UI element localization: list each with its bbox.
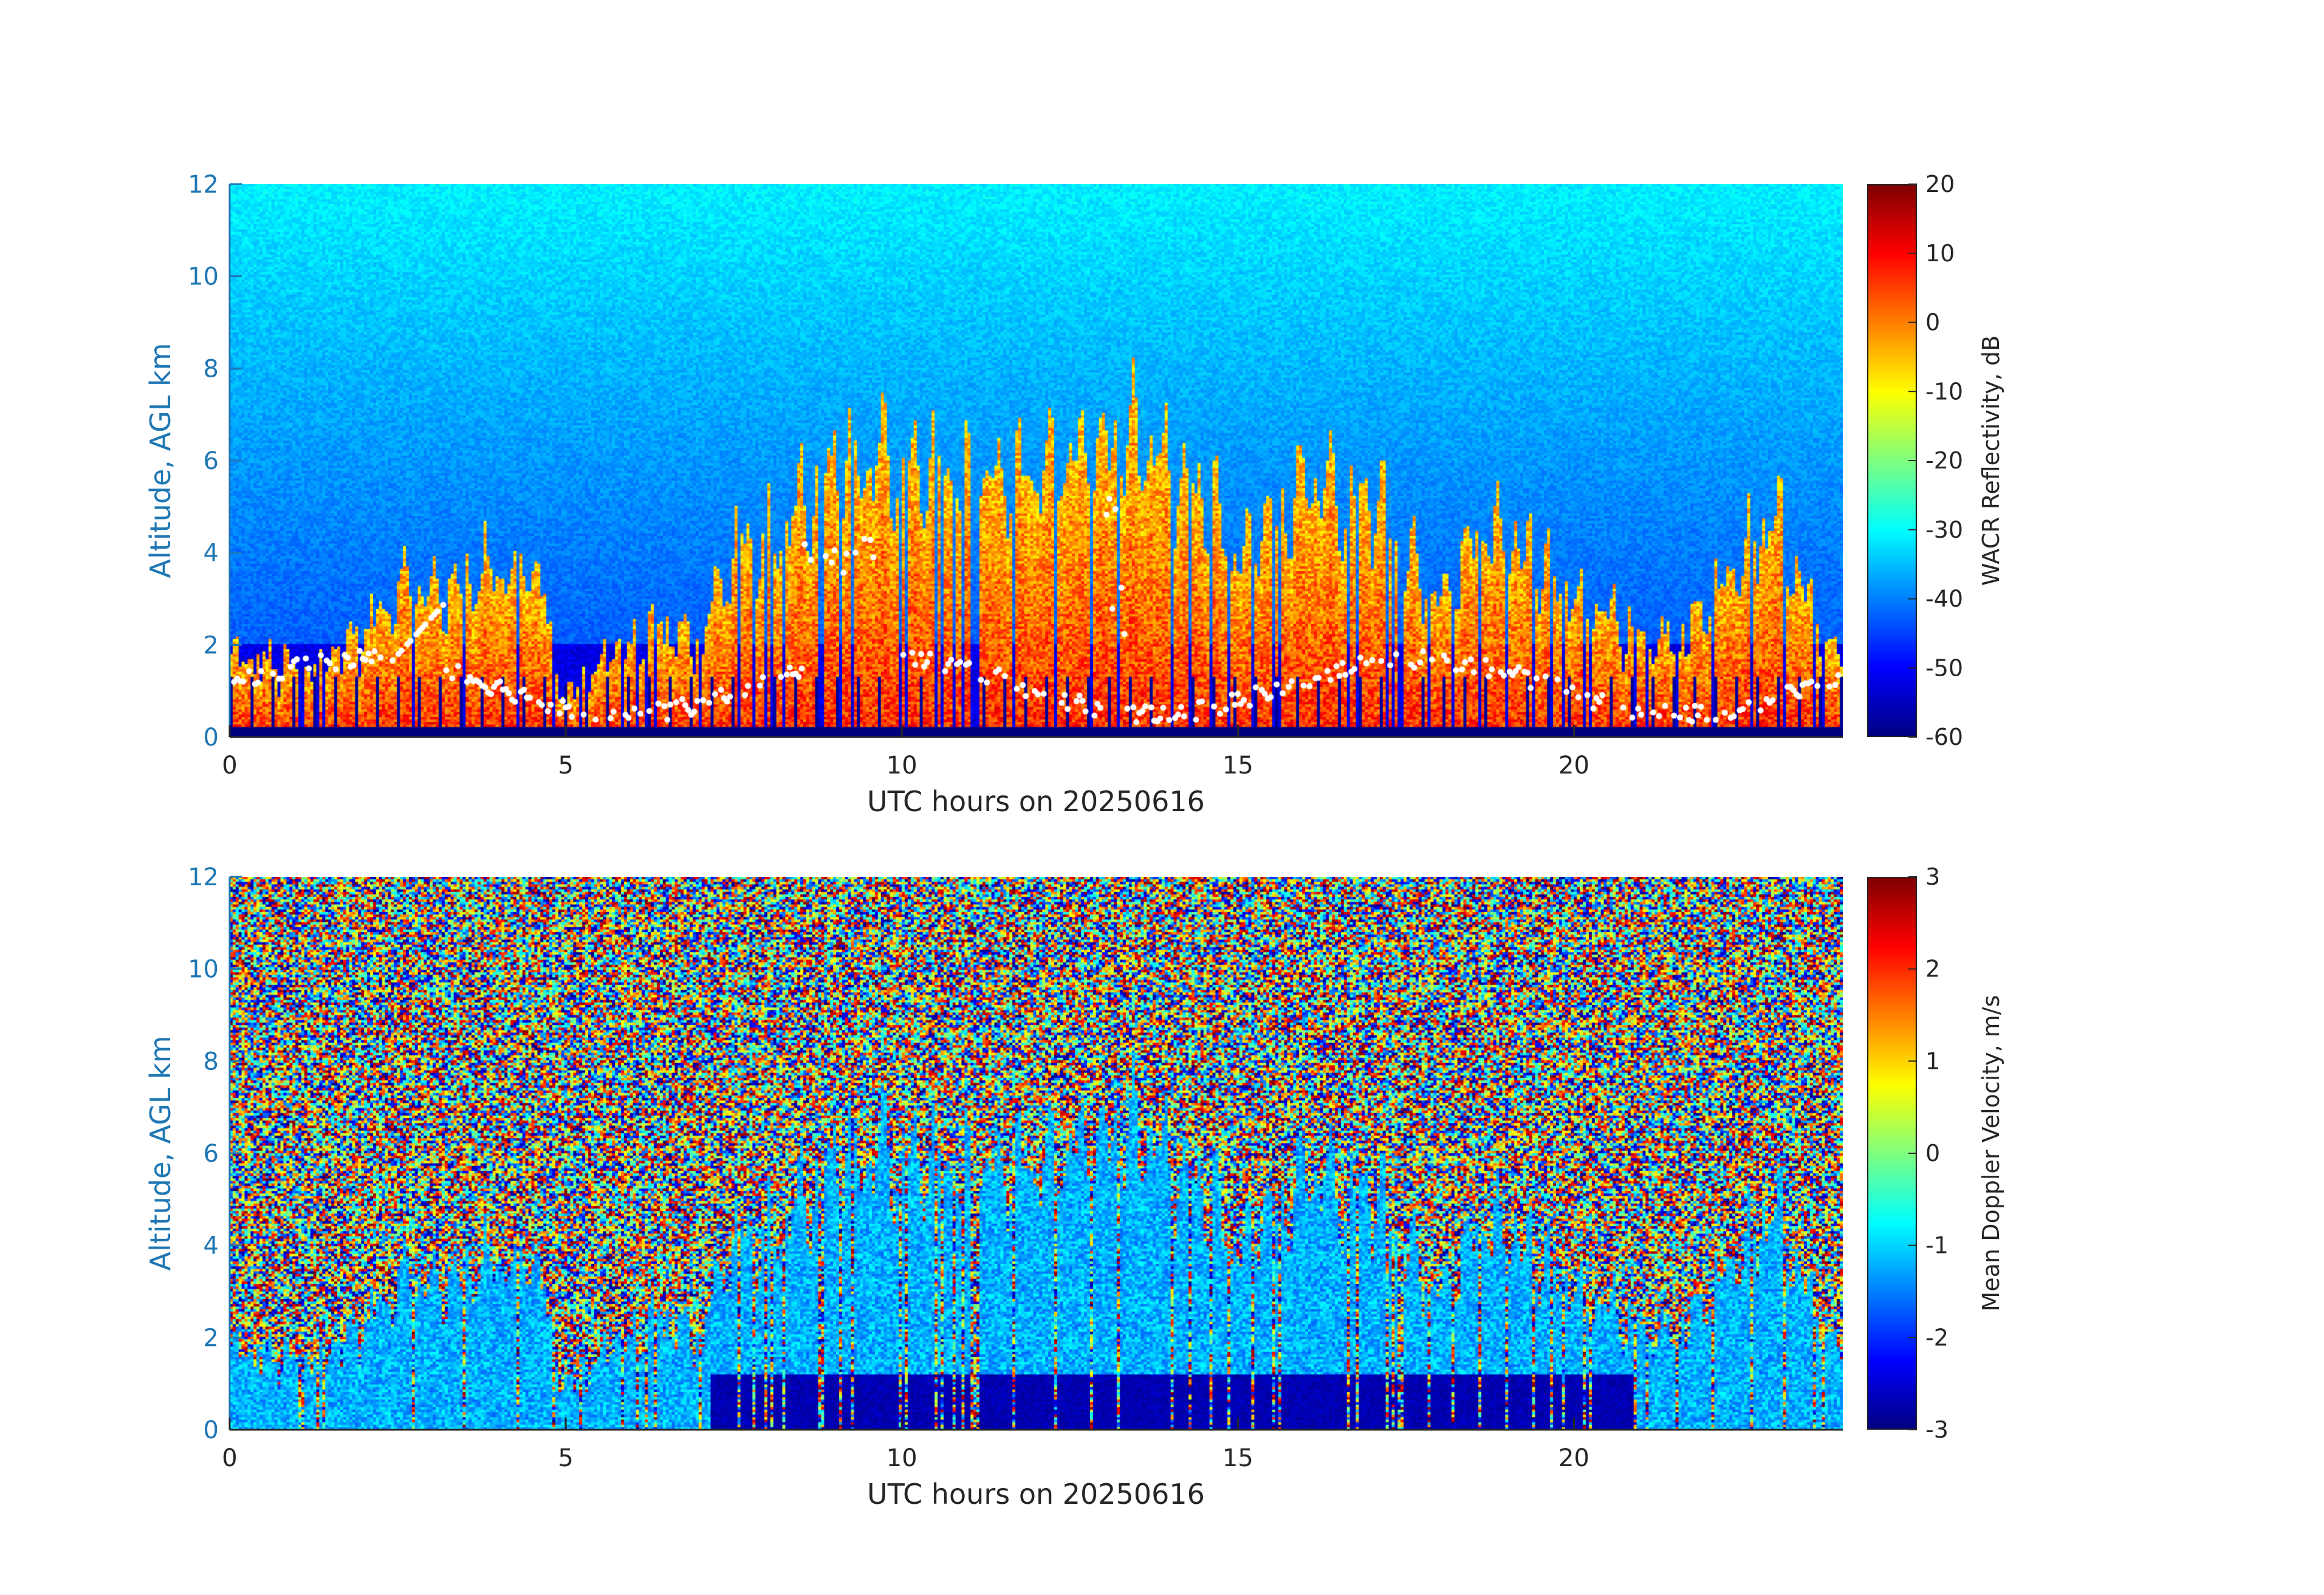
reflectivity-colorbar-label: WACR Reflectivity, dB <box>1978 335 2004 586</box>
colorbar-tick-label: -50 <box>1925 654 1963 681</box>
x-tick-label: 0 <box>222 752 237 780</box>
colorbar-tick-label: 0 <box>1925 309 1940 336</box>
doppler-velocity-panel: Altitude, AGL km UTC hours on 20250616 M… <box>144 863 2004 1511</box>
doppler-velocity-colorbar-label: Mean Doppler Velocity, m/s <box>1978 995 2004 1312</box>
reflectivity-y-ticks: 0 2 4 6 8 10 12 <box>188 171 242 752</box>
reflectivity-panel: Altitude, AGL km UTC hours on 20250616 W… <box>144 171 2004 818</box>
y-tick-label: 6 <box>204 1140 219 1168</box>
x-tick-label: 5 <box>558 1444 573 1472</box>
doppler-velocity-y-ticks: 0 2 4 6 8 10 12 <box>188 863 242 1444</box>
doppler-velocity-heatmap <box>230 877 1843 1430</box>
colorbar-tick-label: -40 <box>1925 586 1963 612</box>
doppler-velocity-xlabel: UTC hours on 20250616 <box>867 1478 1205 1511</box>
reflectivity-xlabel: UTC hours on 20250616 <box>867 785 1205 818</box>
y-tick-label: 8 <box>204 355 219 383</box>
doppler-velocity-x-ticks: 0 5 10 15 20 <box>222 1418 1843 1472</box>
colorbar-tick-label: 1 <box>1925 1048 1940 1074</box>
x-tick-label: 10 <box>886 752 917 780</box>
doppler-velocity-colorbar-ticks: 3 2 1 0 -1 -2 -3 <box>1908 863 1949 1443</box>
colorbar-tick-label: 20 <box>1925 171 1955 197</box>
y-tick-label: 4 <box>204 1232 219 1260</box>
x-tick-label: 0 <box>222 1444 237 1472</box>
y-tick-label: 10 <box>188 956 219 984</box>
y-tick-label: 10 <box>188 263 219 291</box>
y-tick-label: 2 <box>204 1324 219 1352</box>
x-tick-label: 20 <box>1558 752 1589 780</box>
x-tick-label: 20 <box>1558 1444 1589 1472</box>
colorbar-tick-label: 10 <box>1925 240 1955 267</box>
y-tick-label: 6 <box>204 447 219 475</box>
colorbar-tick-label: 0 <box>1925 1140 1940 1167</box>
reflectivity-colorbar-ticks: 20 10 0 -10 -20 -30 -40 -50 -60 <box>1908 171 1963 750</box>
colorbar-tick-label: -60 <box>1925 724 1963 750</box>
x-tick-label: 5 <box>558 752 573 780</box>
x-tick-label: 15 <box>1222 752 1253 780</box>
reflectivity-ylabel: Altitude, AGL km <box>144 343 177 578</box>
colorbar-tick-label: 2 <box>1925 956 1940 983</box>
y-tick-label: 0 <box>204 1416 219 1444</box>
y-tick-label: 4 <box>204 540 219 568</box>
colorbar-tick-label: -2 <box>1925 1324 1949 1351</box>
doppler-velocity-ylabel: Altitude, AGL km <box>144 1035 177 1271</box>
y-tick-label: 2 <box>204 631 219 659</box>
y-tick-label: 12 <box>188 863 219 891</box>
reflectivity-x-ticks: 0 5 10 15 20 <box>222 725 1843 780</box>
y-tick-label: 12 <box>188 171 219 199</box>
colorbar-tick-label: -3 <box>1925 1416 1949 1443</box>
x-tick-label: 10 <box>886 1444 917 1472</box>
y-tick-label: 8 <box>204 1048 219 1075</box>
colorbar-tick-label: -1 <box>1925 1232 1949 1259</box>
colorbar-tick-label: -20 <box>1925 447 1963 474</box>
x-tick-label: 15 <box>1222 1444 1253 1472</box>
y-tick-label: 0 <box>204 724 219 752</box>
colorbar-tick-label: -10 <box>1925 378 1963 405</box>
colorbar-tick-label: 3 <box>1925 863 1940 890</box>
reflectivity-heatmap <box>230 184 1843 737</box>
colorbar-tick-label: -30 <box>1925 516 1963 543</box>
